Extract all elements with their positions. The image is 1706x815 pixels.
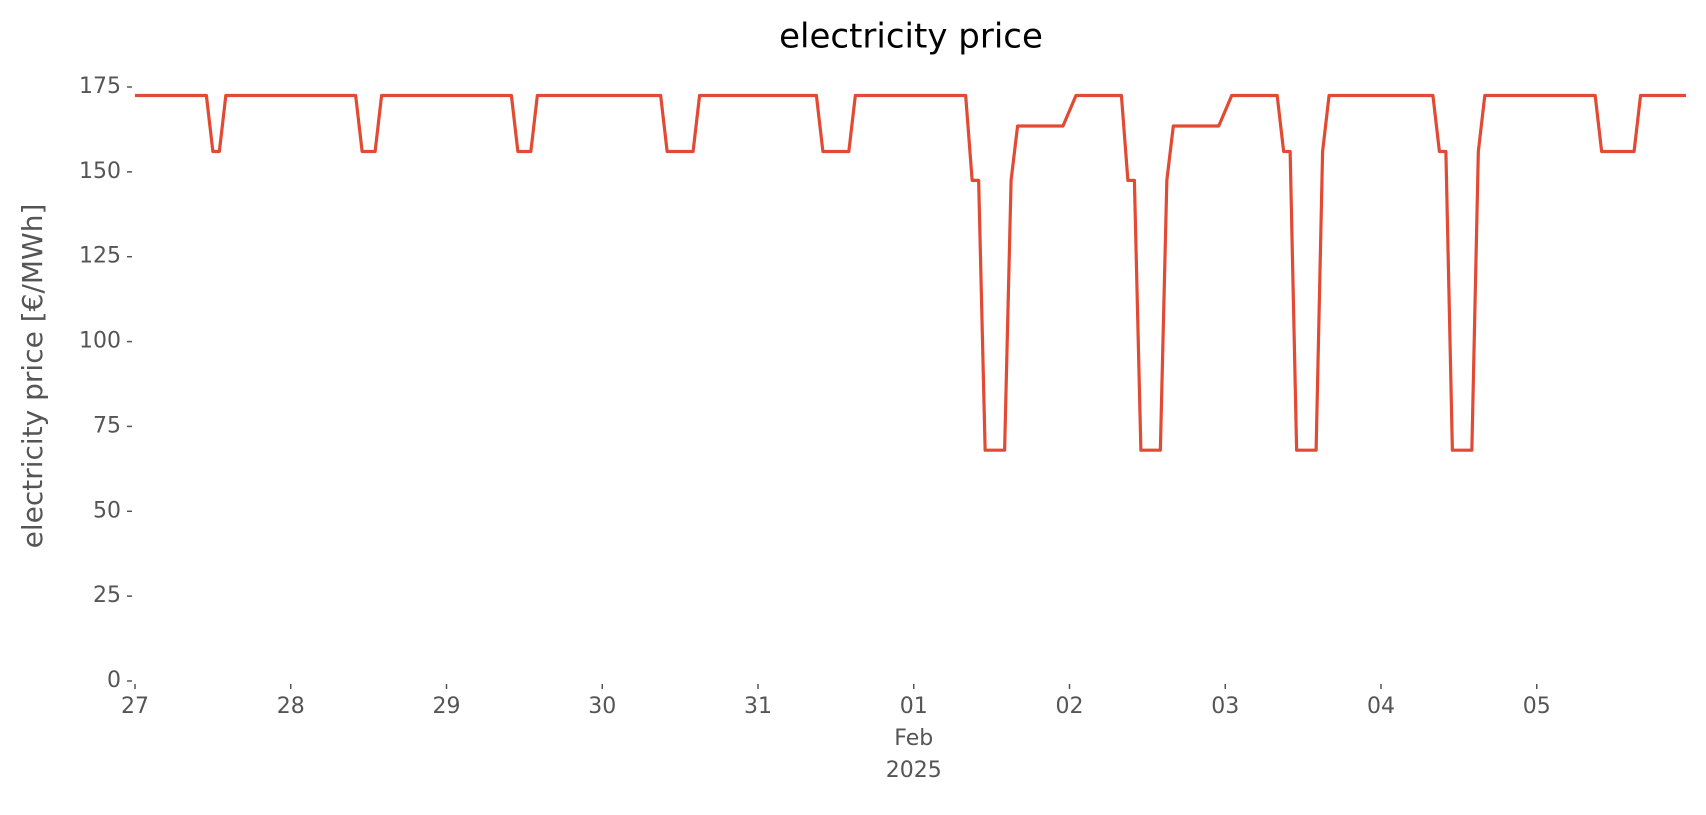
x-tick-label: 28 (277, 694, 305, 719)
y-axis-label: electricity price [€/MWh] (16, 204, 49, 549)
y-tick-label: 25 (93, 583, 121, 608)
x-tick-label: 31 (744, 694, 772, 719)
chart-title: electricity price (779, 17, 1043, 57)
x-tick-label: 05 (1523, 694, 1551, 719)
x-tick-label: 01 Feb 2025 (886, 694, 942, 783)
y-tick-label: 75 (93, 413, 121, 438)
y-tick-label: 125 (79, 244, 121, 269)
x-tick-label: 27 (121, 694, 149, 719)
y-tick-label: 175 (79, 74, 121, 99)
price-line (135, 93, 1686, 452)
y-tick-label: 50 (93, 498, 121, 523)
x-tick-label: 29 (432, 694, 460, 719)
y-tick-label: 150 (79, 159, 121, 184)
x-tick-label: 04 (1367, 694, 1395, 719)
x-tick-label: 02 (1055, 694, 1083, 719)
x-tick-label: 03 (1211, 694, 1239, 719)
y-tick-label: 100 (79, 329, 121, 354)
x-tick-label: 30 (588, 694, 616, 719)
y-tick-label: 0 (107, 668, 121, 693)
